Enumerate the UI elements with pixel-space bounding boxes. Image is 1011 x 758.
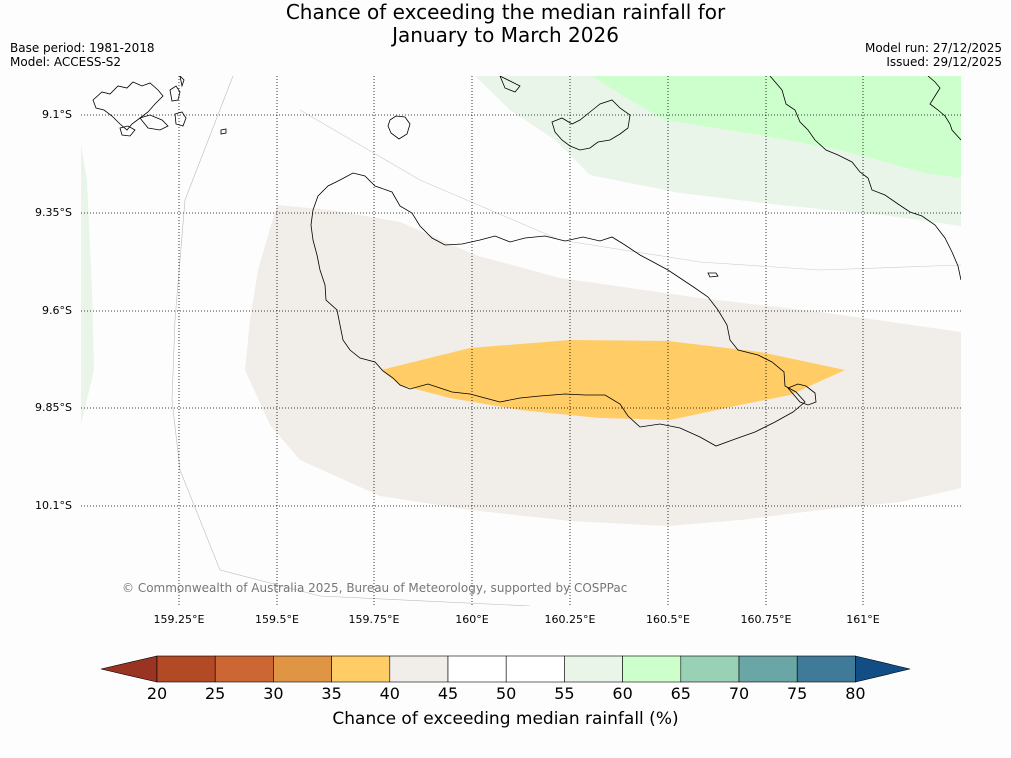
colorbar-tick-label: 50: [496, 684, 517, 703]
colorbar-swatch: [564, 655, 623, 683]
guadalcanal-coast: [310, 172, 806, 447]
issued-date: Issued: 29/12/2025: [886, 55, 1002, 69]
lon-label: 159.25°E: [153, 613, 205, 626]
region-35-40: [381, 340, 845, 420]
colorbar-tick-label: 60: [612, 684, 633, 703]
colorbar-swatch: [622, 655, 682, 683]
region-60-65: [592, 76, 961, 178]
colorbar-title: Chance of exceeding median rainfall (%): [332, 709, 679, 729]
colorbar-tick-label: 55: [554, 684, 575, 703]
colorbar-tick-label: 40: [379, 684, 400, 703]
chart-title-line2: January to March 2026: [392, 23, 619, 47]
gridlines: [81, 76, 961, 606]
colorbar-swatch: [156, 655, 216, 683]
lat-label: 9.1°S: [42, 108, 72, 121]
colorbar-tick-label: 65: [670, 684, 691, 703]
lat-label: 9.85°S: [35, 401, 72, 414]
lon-label: 160.5°E: [646, 613, 690, 626]
colorbar-swatch: [796, 655, 856, 683]
colorbar-tick-label: 20: [146, 684, 168, 703]
base-period: Base period: 1981-2018: [10, 41, 155, 55]
lon-label: 160.25°E: [544, 613, 596, 626]
lon-label: 159.75°E: [348, 613, 400, 626]
lat-label: 9.6°S: [42, 304, 72, 317]
colorbar-swatch: [331, 655, 391, 683]
colorbar-high-arrow: [855, 655, 911, 683]
model-name: Model: ACCESS-S2: [10, 55, 122, 69]
colorbar-low-arrow: [100, 655, 158, 683]
colorbar-swatch: [738, 655, 798, 683]
colorbar-tick-label: 25: [205, 684, 226, 703]
colorbar-swatch: [389, 655, 449, 683]
lat-label: 10.1°S: [35, 499, 72, 512]
colorbar-swatch: [447, 655, 507, 683]
colorbar-tick-label: 45: [437, 684, 459, 703]
lon-label: 161°E: [846, 613, 880, 626]
colorbar-tick-label: 75: [787, 684, 808, 703]
lon-label: 160°E: [455, 613, 489, 626]
colorbar-swatch: [680, 655, 740, 683]
model-run: Model run: 27/12/2025: [864, 41, 1002, 55]
colorbar-tick-label: 35: [321, 684, 342, 703]
lon-label: 159.5°E: [255, 613, 299, 626]
lon-label: 160.75°E: [740, 613, 792, 626]
colorbar-swatch: [505, 655, 565, 683]
colorbar-swatch: [214, 655, 274, 683]
colorbar: [100, 655, 911, 683]
colorbar-tick-label: 30: [263, 684, 284, 703]
colorbar-tick-label: 80: [845, 684, 866, 703]
colorbar-swatch: [273, 655, 332, 683]
copyright-notice: © Commonwealth of Australia 2025, Bureau…: [122, 581, 628, 595]
chart-title-line1: Chance of exceeding the median rainfall …: [285, 0, 726, 24]
region-55-60-left: [81, 145, 94, 425]
colorbar-tick-label: 70: [728, 684, 750, 703]
lat-label: 9.35°S: [35, 206, 72, 219]
